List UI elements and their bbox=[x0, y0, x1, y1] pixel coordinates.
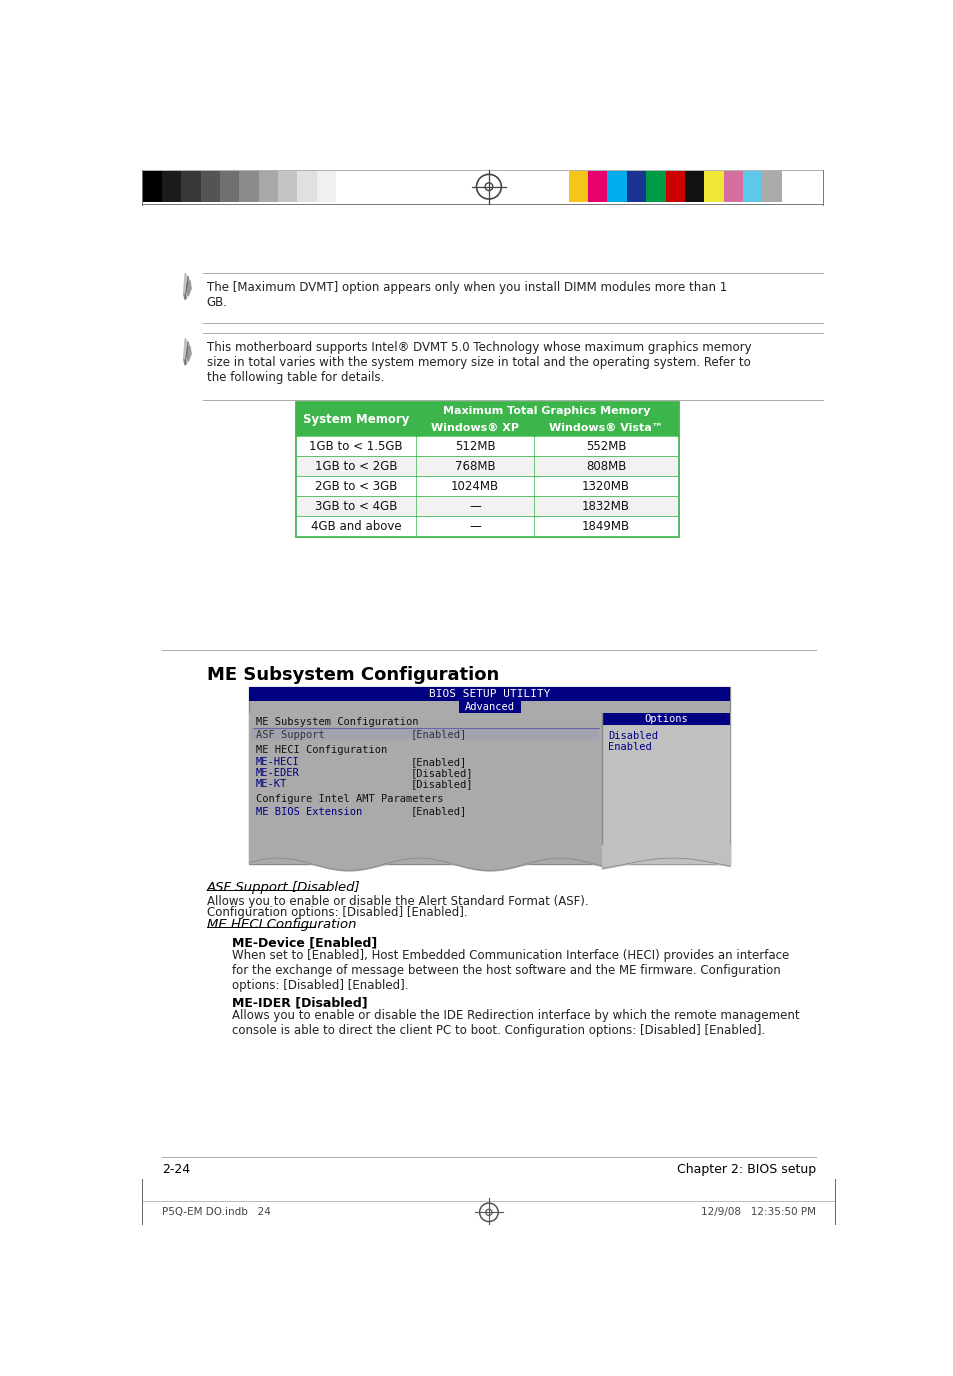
Bar bbox=[249, 687, 729, 700]
Polygon shape bbox=[183, 338, 190, 362]
Text: 552MB: 552MB bbox=[585, 440, 625, 453]
Text: ME Subsystem Configuration: ME Subsystem Configuration bbox=[207, 666, 498, 684]
Text: BIOS SETUP UTILITY: BIOS SETUP UTILITY bbox=[429, 689, 550, 699]
Bar bbox=[297, 171, 316, 202]
Text: This motherboard supports Intel® DVMT 5.0 Technology whose maximum graphics memo: This motherboard supports Intel® DVMT 5.… bbox=[207, 341, 751, 384]
Text: ME-EDER: ME-EDER bbox=[255, 768, 299, 777]
Text: Windows® Vista™: Windows® Vista™ bbox=[548, 422, 662, 432]
Bar bbox=[162, 171, 181, 202]
Text: Maximum Total Graphics Memory: Maximum Total Graphics Memory bbox=[443, 406, 650, 416]
Bar bbox=[601, 713, 729, 864]
Text: Enabled: Enabled bbox=[608, 742, 651, 751]
Bar bbox=[258, 171, 278, 202]
Polygon shape bbox=[187, 347, 192, 362]
Text: ME HECI Configuration: ME HECI Configuration bbox=[207, 918, 356, 932]
Bar bbox=[742, 171, 761, 202]
Bar bbox=[665, 171, 684, 202]
Text: Allows you to enable or disable the IDE Redirection interface by which the remot: Allows you to enable or disable the IDE … bbox=[232, 1009, 799, 1038]
Bar bbox=[295, 457, 678, 476]
Text: Allows you to enable or disable the Alert Standard Format (ASF).: Allows you to enable or disable the Aler… bbox=[207, 894, 588, 908]
Text: [Disabled]: [Disabled] bbox=[410, 768, 473, 777]
Text: P5Q-EM DO.indb   24: P5Q-EM DO.indb 24 bbox=[162, 1207, 271, 1216]
Bar bbox=[645, 171, 665, 202]
Bar bbox=[295, 402, 416, 436]
Bar bbox=[295, 402, 678, 420]
Bar bbox=[295, 436, 678, 457]
Text: 1GB to < 2GB: 1GB to < 2GB bbox=[314, 460, 396, 473]
Text: Windows® XP: Windows® XP bbox=[431, 422, 518, 432]
Bar bbox=[601, 713, 729, 725]
Text: 1849MB: 1849MB bbox=[581, 520, 629, 533]
Polygon shape bbox=[183, 272, 190, 296]
Text: 3GB to < 4GB: 3GB to < 4GB bbox=[314, 499, 396, 513]
Text: System Memory: System Memory bbox=[302, 413, 409, 425]
Polygon shape bbox=[183, 359, 187, 365]
Text: Configuration options: [Disabled] [Enabled].: Configuration options: [Disabled] [Enabl… bbox=[207, 905, 467, 919]
Bar bbox=[703, 171, 723, 202]
Text: [Enabled]: [Enabled] bbox=[410, 806, 466, 816]
Polygon shape bbox=[187, 281, 192, 296]
Bar bbox=[723, 171, 742, 202]
Bar bbox=[587, 171, 607, 202]
Text: —: — bbox=[469, 499, 480, 513]
Text: Options: Options bbox=[643, 714, 687, 724]
Text: ME-KT: ME-KT bbox=[255, 779, 287, 788]
Text: Chapter 2: BIOS setup: Chapter 2: BIOS setup bbox=[676, 1163, 815, 1176]
Text: 1GB to < 1.5GB: 1GB to < 1.5GB bbox=[309, 440, 402, 453]
Bar bbox=[295, 516, 678, 537]
Text: 4GB and above: 4GB and above bbox=[311, 520, 401, 533]
Text: Configure Intel AMT Parameters: Configure Intel AMT Parameters bbox=[255, 794, 443, 804]
Text: The [Maximum DVMT] option appears only when you install DIMM modules more than 1: The [Maximum DVMT] option appears only w… bbox=[207, 281, 726, 308]
Bar bbox=[249, 687, 729, 864]
Text: 768MB: 768MB bbox=[455, 460, 495, 473]
Bar bbox=[684, 171, 703, 202]
Bar bbox=[181, 171, 200, 202]
Text: —: — bbox=[469, 520, 480, 533]
Text: 2GB to < 3GB: 2GB to < 3GB bbox=[314, 480, 396, 493]
Text: 1024MB: 1024MB bbox=[451, 480, 498, 493]
Text: 2-24: 2-24 bbox=[162, 1163, 190, 1176]
Polygon shape bbox=[183, 293, 187, 300]
Text: [Enabled]: [Enabled] bbox=[410, 757, 466, 768]
Bar bbox=[416, 420, 534, 436]
Text: [Disabled]: [Disabled] bbox=[410, 779, 473, 788]
Bar bbox=[295, 497, 678, 516]
Text: 1832MB: 1832MB bbox=[581, 499, 629, 513]
Text: ME-IDER [Disabled]: ME-IDER [Disabled] bbox=[232, 996, 367, 1010]
Bar bbox=[626, 171, 645, 202]
Bar bbox=[142, 171, 162, 202]
Bar bbox=[278, 171, 297, 202]
Bar bbox=[761, 171, 781, 202]
Bar bbox=[295, 476, 678, 497]
Bar bbox=[251, 729, 598, 739]
Text: 12/9/08   12:35:50 PM: 12/9/08 12:35:50 PM bbox=[700, 1207, 815, 1216]
Bar bbox=[335, 171, 355, 202]
Bar bbox=[568, 171, 587, 202]
Bar bbox=[458, 700, 520, 713]
Bar bbox=[295, 402, 678, 537]
Text: When set to [Enabled], Host Embedded Communication Interface (HECI) provides an : When set to [Enabled], Host Embedded Com… bbox=[232, 949, 788, 992]
Text: ME Subsystem Configuration: ME Subsystem Configuration bbox=[255, 717, 417, 727]
Text: [Enabled]: [Enabled] bbox=[410, 729, 466, 739]
Text: ME-Device [Enabled]: ME-Device [Enabled] bbox=[232, 937, 376, 949]
Text: 1320MB: 1320MB bbox=[581, 480, 629, 493]
Bar bbox=[607, 171, 626, 202]
Text: Advanced: Advanced bbox=[464, 702, 515, 711]
Bar bbox=[316, 171, 335, 202]
Bar bbox=[200, 171, 220, 202]
Bar bbox=[239, 171, 258, 202]
Text: ME-HECI: ME-HECI bbox=[255, 757, 299, 768]
Bar bbox=[534, 420, 678, 436]
Text: ME BIOS Extension: ME BIOS Extension bbox=[255, 806, 361, 816]
Text: Disabled: Disabled bbox=[608, 731, 658, 742]
Bar bbox=[220, 171, 239, 202]
Text: 808MB: 808MB bbox=[585, 460, 625, 473]
Text: ASF Support: ASF Support bbox=[255, 729, 324, 739]
Text: 512MB: 512MB bbox=[455, 440, 495, 453]
Bar bbox=[249, 713, 601, 864]
Text: ME HECI Configuration: ME HECI Configuration bbox=[255, 744, 387, 755]
Text: ASF Support [Disabled]: ASF Support [Disabled] bbox=[207, 881, 360, 894]
